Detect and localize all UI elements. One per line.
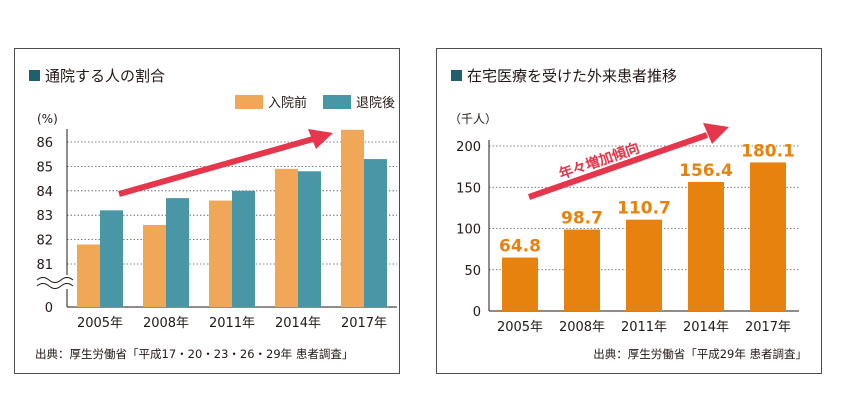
bar-before-admission bbox=[143, 224, 166, 307]
bar-before-admission bbox=[275, 168, 298, 307]
y-axis-unit-label: （千人） bbox=[449, 112, 497, 126]
axis-break-line bbox=[36, 283, 74, 289]
title-marker-icon bbox=[29, 70, 40, 81]
chart-patients-svg: 0 50 100 150 200 （千人） 64.8 2005年 98.7 2008年 110.7 2… bbox=[449, 112, 799, 335]
bar-patients bbox=[750, 162, 786, 311]
trend-arrow-shaft bbox=[118, 136, 314, 197]
y-tick-label: 50 bbox=[464, 264, 481, 279]
x-tick-label: 2008年 bbox=[143, 316, 189, 331]
bar-value-label: 98.7 bbox=[561, 209, 603, 229]
y-tick-label: 100 bbox=[456, 223, 481, 238]
y-tick-label: 0 bbox=[473, 305, 481, 320]
bar-value-label: 110.7 bbox=[617, 199, 671, 219]
y-tick-label: 84 bbox=[36, 185, 53, 200]
y-tick-label: 83 bbox=[36, 209, 53, 224]
x-tick-label: 2017年 bbox=[341, 316, 387, 331]
bar-after-discharge bbox=[166, 198, 189, 307]
bar-value-label: 64.8 bbox=[499, 237, 541, 257]
x-tick-label: 2017年 bbox=[745, 320, 791, 335]
trend-arrow-head bbox=[308, 129, 333, 149]
y-tick-label: 81 bbox=[36, 258, 53, 273]
chart-source: 出典：厚生労働省「平成17・20・23・26・29年 患者調査」 bbox=[35, 347, 354, 361]
bar-value-label: 180.1 bbox=[741, 141, 795, 161]
bar-patients bbox=[564, 229, 600, 311]
legend-swatch bbox=[235, 95, 263, 109]
bar-after-discharge bbox=[100, 210, 123, 307]
bar-patients bbox=[688, 181, 724, 311]
bar-patients bbox=[626, 219, 662, 311]
y-tick-label: 86 bbox=[36, 136, 53, 151]
x-tick-label: 2008年 bbox=[559, 320, 605, 335]
legend-label: 入院前 bbox=[268, 95, 307, 111]
legend-label: 退院後 bbox=[356, 96, 395, 111]
y-tick-label: 200 bbox=[456, 140, 481, 155]
axis-break-line bbox=[36, 277, 74, 283]
bar-after-discharge bbox=[364, 159, 387, 307]
x-tick-label: 2011年 bbox=[621, 320, 667, 335]
x-tick-label: 2014年 bbox=[683, 320, 729, 335]
x-tick-label: 2005年 bbox=[497, 320, 543, 335]
y-tick-label: 85 bbox=[36, 160, 53, 175]
x-tick-label: 2011年 bbox=[209, 316, 255, 331]
bar-before-admission bbox=[209, 200, 232, 307]
bar-patients bbox=[502, 257, 538, 311]
x-tick-label: 2014年 bbox=[275, 316, 321, 331]
bar-value-label: 156.4 bbox=[679, 161, 733, 181]
chart-title: 在宅医療を受けた外来患者推移 bbox=[451, 65, 677, 86]
trend-arrow-shaft bbox=[528, 132, 708, 200]
chart-ratio-svg: 0 81 82 83 84 85 86 (%) 2005年 2008年 2011年 2014年 2017… bbox=[36, 95, 397, 331]
trend-arrow-head bbox=[703, 123, 729, 144]
y-tick-label: 150 bbox=[456, 181, 481, 196]
chart-source: 出典：厚生労働省「平成29年 患者調査」 bbox=[593, 347, 807, 361]
y-tick-label: 82 bbox=[36, 234, 53, 249]
bar-before-admission bbox=[77, 244, 100, 307]
chart-title-text: 在宅医療を受けた外来患者推移 bbox=[467, 67, 678, 85]
chart-panel-home-care-patients: 在宅医療を受けた外来患者推移 0 50 100 150 200 （千人） 64.8 2005年… bbox=[436, 48, 822, 374]
bar-after-discharge bbox=[232, 190, 255, 307]
title-marker-icon bbox=[451, 70, 462, 81]
legend-swatch bbox=[323, 95, 351, 109]
bar-after-discharge bbox=[298, 171, 321, 307]
chart-panel-outpatient-ratio: 通院する人の割合 0 81 82 83 84 85 86 (%) 2005年 2008年 2011年… bbox=[14, 48, 400, 374]
chart-title: 通院する人の割合 bbox=[29, 65, 165, 86]
bar-before-admission bbox=[341, 129, 364, 307]
y-tick-label: 0 bbox=[45, 301, 53, 316]
y-axis-unit-label: (%) bbox=[37, 112, 58, 126]
chart-title-text: 通院する人の割合 bbox=[45, 67, 166, 85]
x-tick-label: 2005年 bbox=[77, 316, 123, 331]
